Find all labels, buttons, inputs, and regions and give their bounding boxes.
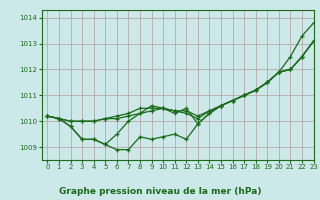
Text: Graphe pression niveau de la mer (hPa): Graphe pression niveau de la mer (hPa) [59, 187, 261, 196]
